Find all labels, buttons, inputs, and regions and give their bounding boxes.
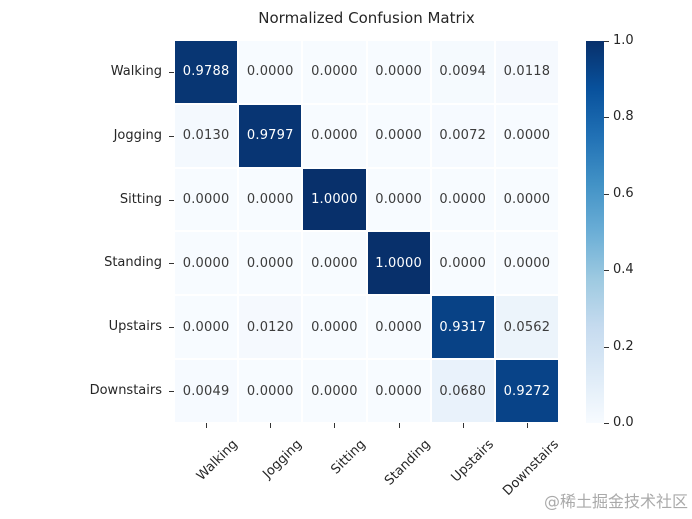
heatmap-cell: 0.0000	[367, 296, 430, 359]
x-tick-mark	[334, 423, 336, 428]
heatmap-cell: 0.0000	[303, 104, 366, 167]
y-tick-label: Jogging	[113, 127, 162, 143]
heatmap-cell: 0.0000	[367, 104, 430, 167]
y-tick-label: Sitting	[119, 191, 162, 207]
y-tick-mark	[169, 199, 174, 201]
colorbar-tick-mark	[604, 193, 609, 195]
heatmap-cell: 0.0000	[175, 232, 238, 295]
y-tick-mark	[169, 391, 174, 393]
heatmap-cell: 0.0562	[495, 296, 558, 359]
heatmap-cell: 0.0000	[239, 360, 302, 422]
y-tick-label: Walking	[110, 63, 162, 79]
x-tick-label: Standing	[381, 437, 434, 489]
colorbar-tick-label: 1.0	[613, 33, 634, 48]
heatmap-cell: 0.9788	[175, 41, 238, 103]
heatmap-cell: 0.0130	[175, 104, 238, 167]
colorbar-tick-label: 0.8	[613, 109, 634, 125]
colorbar-tick-mark	[604, 117, 609, 119]
heatmap-cell: 0.9317	[431, 296, 494, 359]
heatmap-cell: 0.0000	[303, 296, 366, 359]
x-tick-mark	[462, 423, 464, 428]
colorbar-tick-mark	[604, 41, 609, 42]
heatmap-grid: 0.9788 0.0000 0.0000 0.0000 0.0094 0.0118 0.01…	[175, 41, 558, 422]
heatmap-cell: 0.0000	[303, 41, 366, 103]
colorbar-tick-label: 0.2	[613, 338, 634, 354]
colorbar-tick-label: 0.6	[613, 185, 634, 201]
heatmap-cell: 0.0000	[175, 296, 238, 359]
x-tick-label: Walking	[193, 437, 241, 484]
heatmap-cell: 0.0000	[303, 232, 366, 295]
y-tick-label: Standing	[104, 255, 162, 271]
heatmap-cell: 0.0680	[431, 360, 494, 422]
heatmap-cell: 0.0000	[303, 360, 366, 422]
heatmap-cell: 0.0049	[175, 360, 238, 422]
x-tick-mark	[270, 423, 272, 428]
colorbar-tick-mark	[604, 270, 609, 272]
y-tick-mark	[169, 263, 174, 265]
chart-title: Normalized Confusion Matrix	[258, 9, 475, 27]
heatmap-cell: 0.9272	[495, 360, 558, 422]
heatmap-cell: 0.0120	[239, 296, 302, 359]
x-tick-mark	[398, 423, 400, 428]
heatmap-cell: 0.0000	[367, 41, 430, 103]
y-tick-mark	[169, 327, 174, 329]
x-tick-label: Jogging	[260, 437, 305, 482]
heatmap-cell: 0.0000	[239, 41, 302, 103]
x-tick-mark	[526, 423, 528, 428]
heatmap-cell: 0.0000	[431, 232, 494, 295]
colorbar-tick-label: 0.4	[613, 262, 634, 278]
heatmap-cell: 0.0000	[367, 168, 430, 231]
heatmap-cell: 0.0000	[495, 232, 558, 295]
heatmap-cell: 0.9797	[239, 104, 302, 167]
x-tick-label: Upstairs	[449, 437, 498, 486]
heatmap-cell: 0.0072	[431, 104, 494, 167]
watermark-text: @稀土掘金技术社区	[543, 492, 688, 511]
y-tick-label: Upstairs	[108, 319, 162, 335]
colorbar-tick-mark	[604, 423, 609, 424]
heatmap-cell: 0.0000	[495, 104, 558, 167]
heatmap-cell: 0.0118	[495, 41, 558, 103]
heatmap-cell: 1.0000	[367, 232, 430, 295]
heatmap-cell: 0.0000	[239, 168, 302, 231]
heatmap-cell: 0.0000	[495, 168, 558, 231]
colorbar-tick-mark	[604, 346, 609, 348]
heatmap-cell: 1.0000	[303, 168, 366, 231]
heatmap-cell: 0.0094	[431, 41, 494, 103]
heatmap-cell: 0.0000	[175, 168, 238, 231]
y-tick-label: Downstairs	[89, 383, 162, 399]
heatmap-cell: 0.0000	[431, 168, 494, 231]
heatmap-cell: 0.0000	[239, 232, 302, 295]
x-tick-label: Sitting	[328, 437, 370, 478]
colorbar-tick-label: 0.0	[613, 415, 634, 430]
x-tick-mark	[206, 423, 208, 428]
y-tick-mark	[169, 135, 174, 137]
heatmap-cell: 0.0000	[367, 360, 430, 422]
y-tick-mark	[169, 71, 174, 73]
colorbar-gradient	[586, 41, 604, 423]
